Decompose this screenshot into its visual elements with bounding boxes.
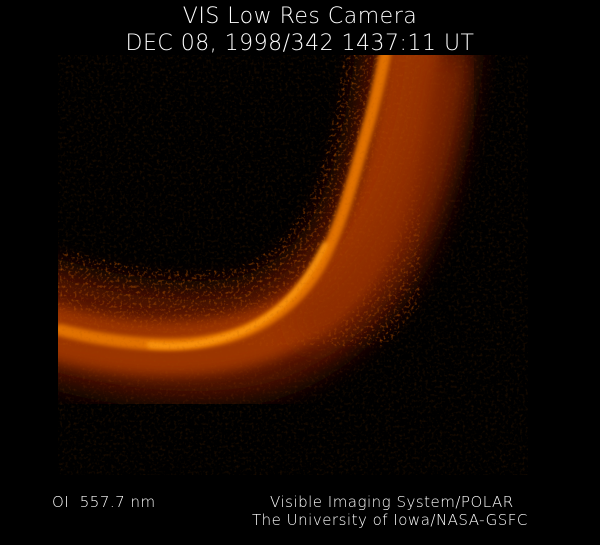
instrument-credit: Visible Imaging System/POLAR xyxy=(270,493,514,511)
image-timestamp: DEC 08, 1998/342 1437:11 UT xyxy=(125,31,475,56)
institution-credit: The University of Iowa/NASA-GSFC xyxy=(252,511,528,529)
image-title: VIS Low Res Camera xyxy=(182,4,418,29)
wavelength-label: OI 557.7 nm xyxy=(52,493,156,511)
